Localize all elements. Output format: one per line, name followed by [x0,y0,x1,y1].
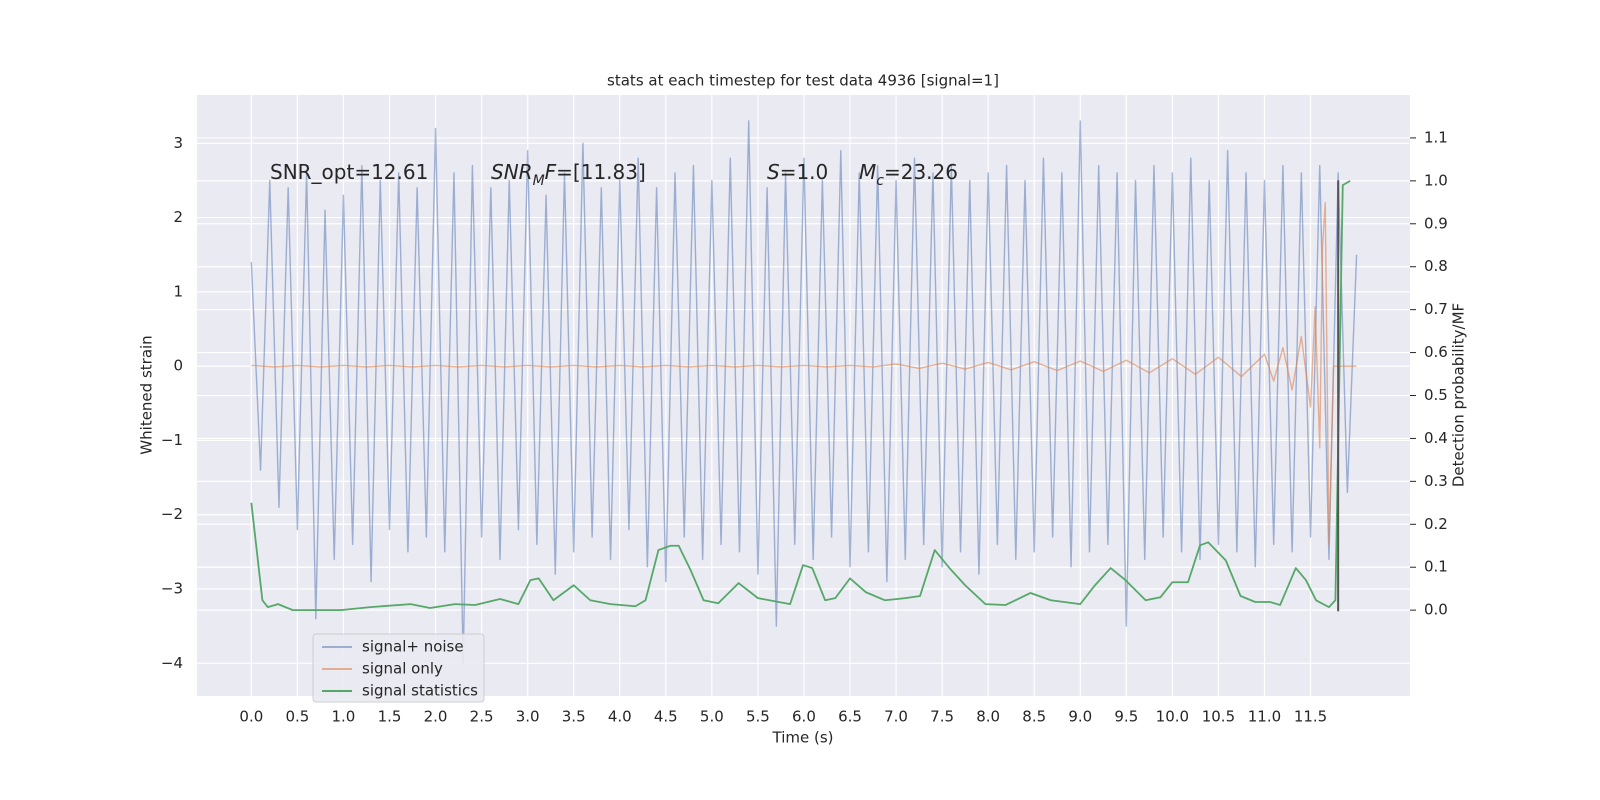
y-axis-label: Whitened strain [138,335,156,454]
x-tick-label: 0.0 [239,708,263,726]
x-tick-label: 9.0 [1068,708,1092,726]
x-tick-label: 5.5 [746,708,770,726]
annotation-part: =23.26 [884,160,958,184]
y2-tick-label: 1.1 [1424,128,1448,146]
legend-label: signal statistics [362,682,478,700]
x-tick-label: 3.0 [516,708,540,726]
y2-tick-label: 0.4 [1424,429,1448,447]
series-line [251,202,1357,546]
annotation-part: SNR [491,160,533,184]
x-tick-label: 10.0 [1156,708,1189,726]
y2-tick-label: 1.0 [1424,171,1448,189]
x-axis-label: Time (s) [772,729,834,747]
x-tick-label: 7.0 [884,708,908,726]
y-tick-label: 3 [173,134,183,152]
y-tick-label: −4 [161,654,183,672]
x-tick-label: 3.5 [562,708,586,726]
y-tick-label: 1 [173,282,183,300]
x-tick-label: 6.5 [838,708,862,726]
y-tick-label: −2 [161,505,183,523]
chart-title: stats at each timestep for test data 493… [607,72,999,90]
legend-label: signal only [362,660,443,678]
annotation-part: SNR_opt=12.61 [270,160,428,184]
series-line [250,120,1358,665]
x-tick-label: 0.5 [285,708,309,726]
legend-box [312,633,485,703]
y-tick-label: −3 [161,580,183,598]
annotation: SNR_opt=12.61 [270,160,428,184]
x-tick-label: 1.5 [378,708,402,726]
x-tick-label: 2.0 [424,708,448,726]
x-tick-label: 5.0 [700,708,724,726]
annotation-part: c [876,173,884,189]
legend-label: signal+ noise [362,638,464,656]
grid [197,95,1410,696]
x-tick-label: 4.0 [608,708,632,726]
y2-tick-label: 0.8 [1424,257,1448,275]
series-line [250,180,1351,612]
y-tick-label: 0 [173,357,183,375]
annotation: Mc=23.26 [859,160,958,190]
y2-tick-label: 0.1 [1424,558,1448,576]
y2-tick-label: 0.7 [1424,300,1448,318]
x-tick-label: 8.0 [976,708,1000,726]
x-tick-label: 8.5 [1022,708,1046,726]
x-tick-label: 11.0 [1248,708,1281,726]
annotation-part: =[11.83] [556,160,646,184]
y-tick-label: −1 [161,431,183,449]
y2-tick-label: 0.5 [1424,386,1448,404]
x-tick-label: 2.5 [470,708,494,726]
legend: signal+ noise signal only signal statistic… [312,633,485,703]
y2-axis-label: Detection probability/MF [1450,303,1468,487]
x-tick-label: 6.0 [792,708,816,726]
y2-tick-label: 0.6 [1424,343,1448,361]
x-tick-label: 9.5 [1114,708,1138,726]
x-tick-label: 10.5 [1202,708,1235,726]
annotation-part: F [545,160,557,184]
annotation: S=1.0 [767,160,828,184]
x-tick-label: 11.5 [1294,708,1327,726]
annotation-part: =1.0 [780,160,829,184]
annotation: SNRMF=[11.83] [491,160,646,190]
x-tick-label: 4.5 [654,708,678,726]
annotation-part: S [767,160,780,184]
annotation-part: M [859,160,876,184]
x-tick-label: 1.0 [332,708,356,726]
y2-tick-label: 0.9 [1424,214,1448,232]
marks [250,120,1358,665]
y2-tick-label: 0.3 [1424,472,1448,490]
x-tick-label: 7.5 [930,708,954,726]
y2-tick-label: 0.2 [1424,515,1448,533]
y2-tick-label: 0.0 [1424,601,1448,619]
annotation-part: M [533,173,545,189]
y-tick-label: 2 [173,208,183,226]
labels: 0.0 0.5 1.0 1.5 2.0 2.5 3.0 3.5 4.0 4.5 5.0 5.5 6.0 6… [161,128,1448,725]
